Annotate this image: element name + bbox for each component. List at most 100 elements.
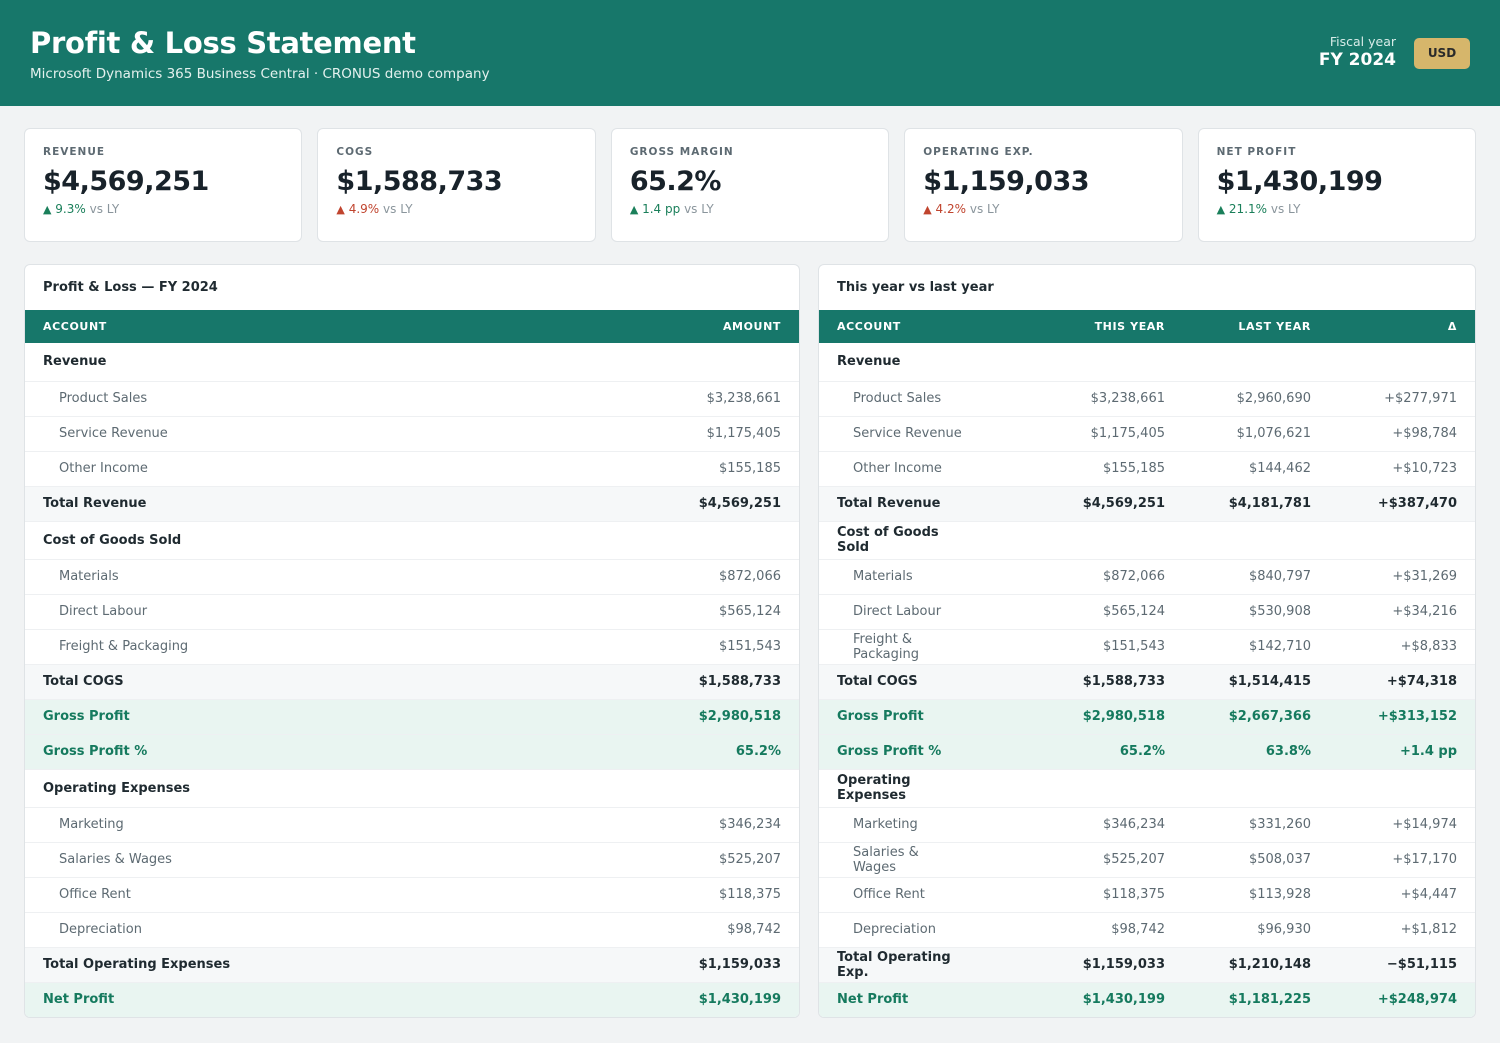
currency-badge[interactable]: USD: [1414, 38, 1470, 69]
kpi-delta-vs: vs LY: [89, 202, 120, 216]
table-row[interactable]: Cost of Goods Sold: [819, 521, 1475, 560]
table-row[interactable]: Depreciation $98,742: [25, 912, 799, 948]
delta-cell: +$387,470: [1329, 486, 1475, 522]
triangle-up-icon: ▲: [43, 203, 52, 216]
kpi-strip: REVENUE $4,569,251 ▲ 9.3% vs LY COGS $1,…: [24, 128, 1477, 242]
account-cell: Net Profit: [25, 982, 531, 1017]
delta-cell: +$98,784: [1329, 416, 1475, 452]
table-row[interactable]: Net Profit $1,430,199: [25, 982, 799, 1017]
delta-cell: [1329, 521, 1475, 560]
this-year-cell: [983, 343, 1183, 382]
table-row[interactable]: Gross Profit % 65.2%: [25, 734, 799, 770]
table-row[interactable]: Service Revenue $1,175,405: [25, 416, 799, 452]
account-cell: Revenue: [819, 343, 983, 382]
page-header: Profit & Loss Statement Microsoft Dynami…: [0, 0, 1500, 106]
table-row[interactable]: Operating Expenses: [819, 769, 1475, 808]
this-year-cell: $4,569,251: [983, 486, 1183, 522]
table-row[interactable]: Total Operating Expenses $1,159,033: [25, 947, 799, 983]
table-row[interactable]: Gross Profit $2,980,518 $2,667,366 +$313,15…: [819, 699, 1475, 735]
account-cell: Marketing: [819, 807, 983, 843]
account-cell: Freight & Packaging: [819, 629, 983, 665]
table-row[interactable]: Total Operating Exp. $1,159,033 $1,210,148…: [819, 947, 1475, 983]
table-row[interactable]: Total Revenue $4,569,251 $4,181,781 +$387,4…: [819, 486, 1475, 522]
table-row[interactable]: Other Income $155,185: [25, 451, 799, 487]
amount-cell: $565,124: [530, 594, 799, 630]
table-row[interactable]: Gross Profit % 65.2% 63.8% +1.4 pp: [819, 734, 1475, 770]
kpi-card-net-profit: NET PROFIT $1,430,199 ▲ 21.1% vs LY: [1197, 128, 1477, 242]
last-year-cell: $144,462: [1183, 451, 1329, 487]
table-row[interactable]: Revenue: [25, 343, 799, 382]
table-row[interactable]: Freight & Packaging $151,543 $142,710 +$8,8…: [819, 629, 1475, 665]
last-year-cell: $331,260: [1183, 807, 1329, 843]
amount-cell: $1,159,033: [530, 947, 799, 983]
triangle-up-icon: ▲: [923, 203, 932, 216]
table-row[interactable]: Materials $872,066: [25, 559, 799, 595]
delta-cell: +$74,318: [1329, 664, 1475, 700]
table-row[interactable]: Freight & Packaging $151,543: [25, 629, 799, 665]
kpi-delta-vs: vs LY: [684, 202, 714, 216]
table-row[interactable]: Operating Expenses: [25, 769, 799, 808]
table-row[interactable]: Salaries & Wages $525,207 $508,037 +$17,170: [819, 842, 1475, 878]
column-header-this-year[interactable]: THIS YEAR: [983, 310, 1183, 343]
last-year-cell: $4,181,781: [1183, 486, 1329, 522]
delta-cell: [1329, 343, 1475, 382]
amount-cell: $346,234: [530, 807, 799, 843]
last-year-cell: $96,930: [1183, 912, 1329, 948]
table-row[interactable]: Marketing $346,234 $331,260 +$14,974: [819, 807, 1475, 843]
kpi-card-gross-margin: GROSS MARGIN 65.2% ▲ 1.4 pp vs LY: [610, 128, 890, 242]
table-row[interactable]: Product Sales $3,238,661: [25, 381, 799, 417]
table-row[interactable]: Total COGS $1,588,733: [25, 664, 799, 700]
column-header-amount[interactable]: AMOUNT: [530, 310, 799, 343]
table-row[interactable]: Marketing $346,234: [25, 807, 799, 843]
column-header-delta[interactable]: Δ: [1329, 310, 1475, 343]
kpi-delta: ▲ 4.9% vs LY: [336, 202, 576, 216]
column-header-last-year[interactable]: LAST YEAR: [1183, 310, 1329, 343]
account-cell: Salaries & Wages: [819, 842, 983, 878]
delta-cell: +$4,447: [1329, 877, 1475, 913]
account-cell: Cost of Goods Sold: [819, 521, 983, 560]
account-cell: Direct Labour: [819, 594, 983, 630]
table-row[interactable]: Total Revenue $4,569,251: [25, 486, 799, 522]
table-row[interactable]: Net Profit $1,430,199 $1,181,225 +$248,974: [819, 982, 1475, 1017]
table-row[interactable]: Office Rent $118,375: [25, 877, 799, 913]
account-cell: Office Rent: [25, 877, 531, 913]
column-header-account[interactable]: ACCOUNT: [819, 310, 983, 343]
account-cell: Operating Expenses: [819, 769, 983, 808]
triangle-up-icon: ▲: [1216, 203, 1226, 216]
amount-cell: $4,569,251: [530, 486, 799, 522]
account-cell: Total Revenue: [25, 486, 531, 522]
delta-cell: +$31,269: [1329, 559, 1475, 595]
table-row[interactable]: Product Sales $3,238,661 $2,960,690 +$277,9…: [819, 381, 1475, 417]
account-cell: Gross Profit %: [25, 734, 531, 770]
account-cell: Depreciation: [25, 912, 531, 948]
kpi-delta-value: 9.3%: [55, 202, 86, 216]
table-row[interactable]: Salaries & Wages $525,207: [25, 842, 799, 878]
account-cell: Other Income: [25, 451, 531, 487]
account-cell: Gross Profit %: [819, 734, 983, 770]
table-row[interactable]: Depreciation $98,742 $96,930 +$1,812: [819, 912, 1475, 948]
amount-cell: 65.2%: [530, 734, 799, 770]
table-row[interactable]: Gross Profit $2,980,518: [25, 699, 799, 735]
column-header-account[interactable]: ACCOUNT: [25, 310, 531, 343]
table-row[interactable]: Other Income $155,185 $144,462 +$10,723: [819, 451, 1475, 487]
last-year-cell: [1183, 521, 1329, 560]
delta-cell: −$51,115: [1329, 947, 1475, 983]
delta-cell: +$17,170: [1329, 842, 1475, 878]
kpi-delta-vs: vs LY: [969, 202, 1000, 216]
account-cell: Total COGS: [25, 664, 531, 700]
table-row[interactable]: Revenue: [819, 343, 1475, 382]
compare-panel-title: This year vs last year: [837, 280, 994, 295]
account-cell: Total Operating Exp.: [819, 947, 983, 983]
amount-cell: [530, 343, 799, 382]
kpi-label: REVENUE: [43, 146, 106, 158]
table-row[interactable]: Total COGS $1,588,733 $1,514,415 +$74,318: [819, 664, 1475, 700]
account-cell: Service Revenue: [819, 416, 983, 452]
table-row[interactable]: Materials $872,066 $840,797 +$31,269: [819, 559, 1475, 595]
table-row[interactable]: Direct Labour $565,124: [25, 594, 799, 630]
table-row[interactable]: Cost of Goods Sold: [25, 521, 799, 560]
amount-cell: $1,430,199: [530, 982, 799, 1017]
table-row[interactable]: Service Revenue $1,175,405 $1,076,621 +$98,…: [819, 416, 1475, 452]
table-row[interactable]: Direct Labour $565,124 $530,908 +$34,216: [819, 594, 1475, 630]
last-year-cell: $1,514,415: [1183, 664, 1329, 700]
table-row[interactable]: Office Rent $118,375 $113,928 +$4,447: [819, 877, 1475, 913]
